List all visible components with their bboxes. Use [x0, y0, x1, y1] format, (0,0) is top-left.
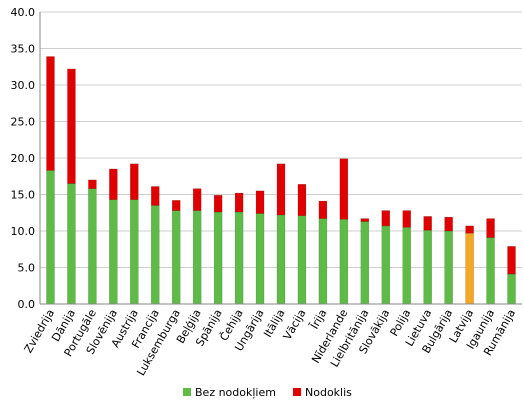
bars — [46, 56, 516, 305]
bar-nodoklis — [213, 194, 223, 213]
legend-swatch-bez-nodokljiem — [183, 388, 191, 396]
bar-bez-nodokljiem — [192, 210, 202, 305]
bar-nodoklis — [192, 188, 202, 211]
bar-nodoklis — [88, 179, 97, 189]
y-tick-label: 25.0 — [11, 116, 36, 129]
bar-bez-nodokljiem — [130, 199, 139, 305]
bar-bez-nodokljiem — [276, 214, 286, 305]
legend-label-bez-nodokljiem: Bez nodokļiem — [195, 386, 276, 399]
bar-nodoklis — [402, 210, 411, 228]
bar-nodoklis — [109, 168, 118, 200]
y-tick-label: 30.0 — [11, 79, 36, 92]
bar-nodoklis — [381, 210, 391, 227]
y-tick-label: 20.0 — [11, 152, 36, 165]
bar-nodoklis — [171, 200, 181, 211]
bar-nodoklis — [46, 56, 55, 171]
legend: Bez nodokļiem Nodoklis — [183, 386, 352, 399]
bar-nodoklis — [423, 216, 432, 231]
bar-bez-nodokljiem — [255, 213, 265, 305]
bar-bez-nodokljiem — [213, 211, 223, 305]
y-tick-label: 40.0 — [11, 6, 36, 19]
bar-bez-nodokljiem — [339, 219, 349, 305]
bar-nodoklis — [465, 225, 474, 234]
bar-nodoklis — [255, 190, 265, 214]
bar-bez-nodokljiem — [46, 170, 55, 305]
bar-bez-nodokljiem — [360, 221, 370, 305]
bar-bez-nodokljiem — [318, 218, 328, 305]
bar-bez-nodokljiem — [67, 183, 76, 305]
bar-bez-nodokljiem — [444, 230, 453, 305]
bar-bez-nodokljiem — [234, 211, 244, 305]
bar-bez-nodokljiem — [423, 230, 432, 305]
x-axis-labels: ZviedrijaDānijaPortugāleSlovēnijaAustrij… — [22, 307, 518, 378]
y-axis-ticks: 0.0 5.0 10.0 15.0 20.0 25.0 30.0 35.0 40.0 — [11, 6, 36, 311]
bar-bez-nodokljiem — [297, 215, 307, 305]
bar-bez-nodokljiem — [381, 225, 391, 305]
y-tick-label: 0.0 — [18, 298, 36, 311]
bar-bez-nodokljiem — [88, 188, 97, 305]
y-tick-label: 10.0 — [11, 225, 36, 238]
bar-nodoklis — [318, 200, 328, 219]
bar-nodoklis — [234, 192, 244, 213]
y-tick-label: 15.0 — [11, 189, 36, 202]
bar-nodoklis — [507, 246, 516, 275]
bar-nodoklis — [360, 218, 370, 222]
y-tick-label: 5.0 — [18, 262, 36, 275]
y-tick-label: 35.0 — [11, 43, 36, 56]
bar-bez-nodokljiem — [465, 232, 474, 305]
bar-nodoklis — [486, 218, 495, 238]
bar-nodoklis — [67, 68, 76, 184]
gridlines — [40, 11, 522, 305]
bar-nodoklis — [151, 186, 160, 206]
legend-swatch-nodoklis — [293, 388, 301, 396]
bar-bez-nodokljiem — [507, 273, 516, 305]
bar-nodoklis — [339, 158, 349, 220]
bar-nodoklis — [444, 216, 453, 232]
bar-bez-nodokljiem — [151, 205, 160, 305]
bar-nodoklis — [276, 163, 286, 216]
bar-bez-nodokljiem — [171, 210, 181, 305]
legend-label-nodoklis: Nodoklis — [305, 386, 352, 399]
bar-bez-nodokljiem — [486, 237, 495, 305]
bar-nodoklis — [297, 184, 307, 216]
bar-nodoklis — [130, 163, 139, 200]
bar-bez-nodokljiem — [109, 199, 118, 305]
bar-bez-nodokljiem — [402, 227, 411, 305]
